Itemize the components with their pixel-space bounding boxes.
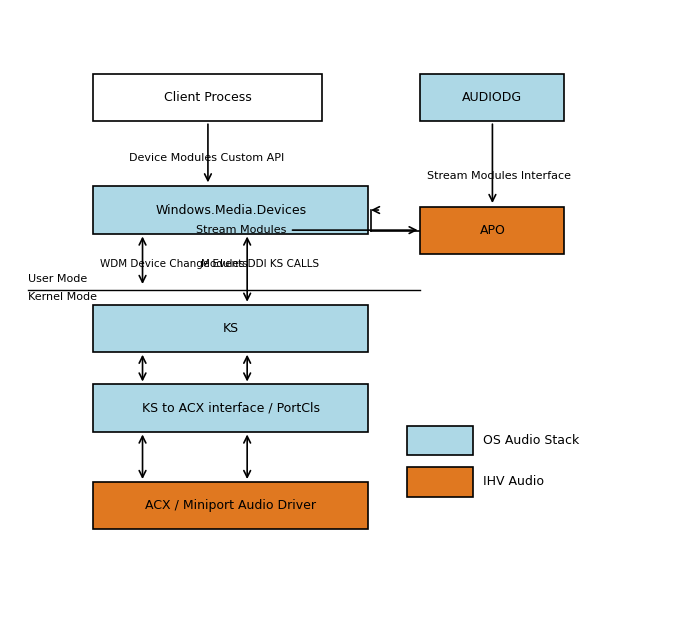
- Text: WDM Device Change Events: WDM Device Change Events: [100, 260, 248, 270]
- Text: OS Audio Stack: OS Audio Stack: [483, 434, 579, 447]
- FancyBboxPatch shape: [408, 467, 473, 497]
- FancyBboxPatch shape: [94, 384, 368, 432]
- Text: AUDIODG: AUDIODG: [462, 91, 523, 104]
- FancyBboxPatch shape: [94, 482, 368, 529]
- FancyBboxPatch shape: [421, 74, 564, 121]
- Text: KS: KS: [223, 322, 239, 335]
- Text: APO: APO: [479, 224, 505, 237]
- Text: Windows.Media.Devices: Windows.Media.Devices: [155, 204, 306, 217]
- FancyBboxPatch shape: [421, 207, 564, 255]
- FancyBboxPatch shape: [94, 304, 368, 352]
- Text: Kernel Mode: Kernel Mode: [28, 292, 97, 302]
- FancyBboxPatch shape: [408, 426, 473, 455]
- FancyBboxPatch shape: [94, 186, 368, 233]
- Text: Modules DDI KS CALLS: Modules DDI KS CALLS: [201, 260, 319, 270]
- Text: Client Process: Client Process: [164, 91, 252, 104]
- Text: Device Modules Custom API: Device Modules Custom API: [129, 153, 285, 163]
- Text: KS to ACX interface / PortCls: KS to ACX interface / PortCls: [142, 402, 320, 414]
- Text: ACX / Miniport Audio Driver: ACX / Miniport Audio Driver: [145, 499, 316, 512]
- Text: IHV Audio: IHV Audio: [483, 476, 544, 488]
- FancyBboxPatch shape: [94, 74, 322, 121]
- Text: User Mode: User Mode: [28, 274, 88, 284]
- Text: Stream Modules Interface: Stream Modules Interface: [427, 171, 571, 181]
- Text: Stream Modules: Stream Modules: [196, 225, 287, 235]
